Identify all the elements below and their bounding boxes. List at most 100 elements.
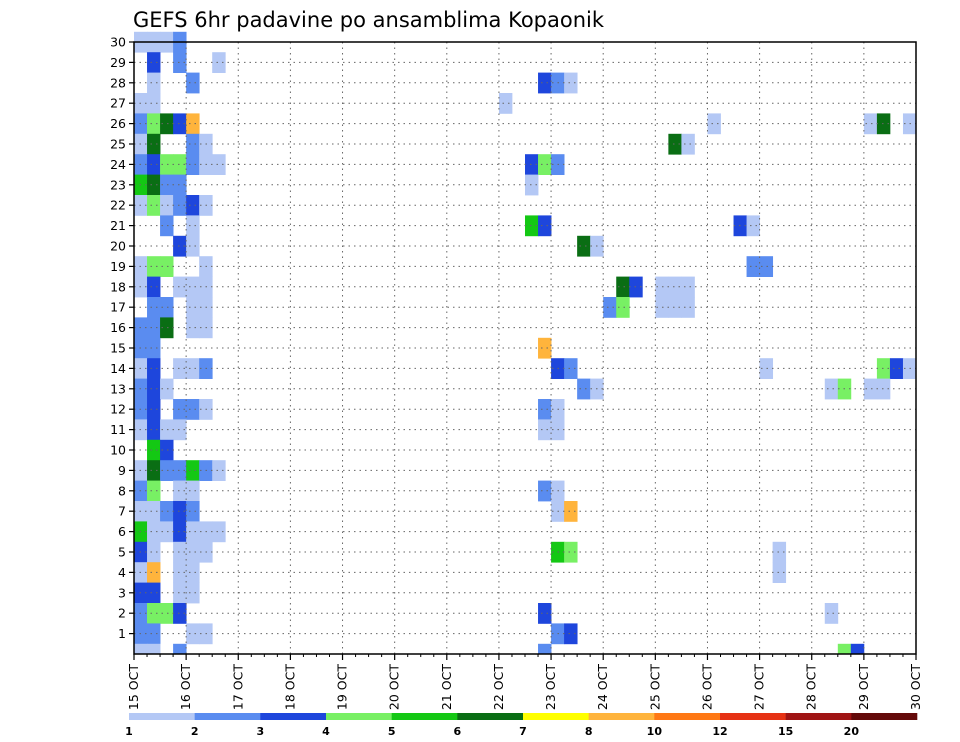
y-tick-label: 12: [110, 402, 126, 417]
heatmap-cell: [173, 358, 187, 379]
y-tick-label: 28: [110, 75, 126, 90]
colorbar-label: 10: [647, 725, 663, 738]
heatmap-cell: [173, 521, 187, 543]
y-tick-label: 20: [110, 239, 126, 254]
y-tick-label: 19: [110, 259, 126, 274]
x-tick-label: 29 OCT: [856, 664, 871, 710]
heatmap-cell: [173, 480, 187, 502]
heatmap-cell: [160, 501, 174, 522]
heatmap-cell: [147, 399, 161, 420]
heatmap-cell: [759, 358, 774, 379]
heatmap-cell: [212, 154, 226, 175]
heatmap-cell: [173, 501, 187, 522]
heatmap-cell: [186, 113, 200, 135]
heatmap-cell: [525, 215, 539, 237]
grid-lines: [134, 42, 916, 654]
heatmap-cell: [863, 378, 878, 400]
y-tick-label: 7: [118, 504, 126, 519]
heatmap-cell: [147, 582, 161, 604]
heatmap-cell: [186, 317, 200, 339]
y-tick-label: 1: [118, 626, 126, 641]
axis-ticks: [129, 41, 917, 660]
heatmap-cell: [186, 541, 200, 563]
heatmap-cell: [147, 439, 161, 461]
heatmap-cell: [147, 480, 161, 502]
heatmap-cell: [186, 133, 200, 155]
heatmap-cell: [824, 378, 839, 400]
heatmap-cell: [160, 113, 174, 135]
heatmap-cell: [824, 603, 839, 624]
x-tick-label: 26 OCT: [699, 664, 714, 710]
x-tick-label: 25 OCT: [647, 664, 662, 710]
heatmap-cell: [212, 52, 226, 73]
heatmap-cell: [147, 93, 161, 114]
y-tick-label: 8: [118, 483, 126, 498]
y-tick-label: 16: [110, 320, 126, 335]
heatmap-cell: [173, 643, 187, 655]
heatmap-cell: [186, 154, 200, 175]
heatmap-cell: [160, 439, 174, 461]
heatmap-cell: [147, 52, 161, 73]
x-tick-label: 21 OCT: [439, 664, 454, 710]
heatmap-cell: [186, 297, 200, 318]
heatmap-cell: [876, 358, 891, 379]
heatmap-cell: [186, 562, 200, 583]
heatmap-cell: [564, 358, 578, 379]
heatmap-cell: [147, 276, 161, 298]
heatmap-cell: [186, 501, 200, 522]
heatmap-cell: [538, 643, 552, 655]
heatmap-cell: [147, 358, 161, 379]
heatmap-cell: [746, 256, 760, 277]
y-tick-label: 2: [118, 606, 126, 621]
heatmap-cell: [538, 72, 552, 94]
colorbar-swatch: [523, 713, 589, 720]
heatmap-cell: [173, 460, 187, 481]
colorbar-swatch: [785, 713, 852, 720]
heatmap-cell: [668, 297, 682, 318]
heatmap-cell: [707, 113, 721, 135]
heatmap-cell: [147, 297, 161, 318]
colorbar-label: 3: [257, 725, 265, 738]
heatmap-cell: [147, 603, 161, 624]
heatmap-cell: [186, 235, 200, 257]
heatmap-cell: [681, 276, 695, 298]
heatmap-cell: [538, 419, 552, 441]
heatmap-cell: [186, 582, 200, 604]
heatmap-cell: [772, 541, 787, 563]
heatmap-cell: [668, 133, 682, 155]
heatmap-cell: [147, 460, 161, 481]
heatmap-cell: [863, 113, 878, 135]
heatmap-cell: [525, 154, 539, 175]
heatmap-cell: [577, 378, 591, 400]
heatmap-cell: [173, 52, 187, 73]
heatmap-cell: [212, 460, 226, 481]
y-tick-label: 25: [110, 137, 126, 152]
colorbar-label: 20: [844, 725, 860, 738]
colorbar-label: 6: [454, 725, 462, 738]
heatmap-cell: [538, 603, 552, 624]
heatmap-cell: [186, 623, 200, 645]
heatmap-cell: [603, 297, 617, 318]
heatmap-cell: [876, 113, 891, 135]
heatmap-cell: [147, 174, 161, 196]
colorbar-label: 8: [585, 725, 593, 738]
y-tick-label: 4: [118, 565, 126, 580]
x-tick-label: 20 OCT: [387, 664, 402, 710]
y-tick-label: 6: [118, 524, 126, 539]
heatmap-cell: [772, 562, 787, 583]
colorbar-label: 4: [322, 725, 330, 738]
heatmap-cell: [173, 562, 187, 583]
heatmap-cell: [876, 378, 891, 400]
heatmap-cell: [147, 623, 161, 645]
colorbar-swatch: [654, 713, 721, 720]
colorbar-swatch: [391, 713, 458, 720]
heatmap-cell: [160, 603, 174, 624]
y-tick-label: 27: [110, 96, 126, 111]
heatmap-cell: [173, 276, 187, 298]
y-tick-label: 29: [110, 55, 126, 70]
colorbar-swatch: [194, 713, 261, 720]
heatmap-cell: [538, 399, 552, 420]
colorbar-swatch: [851, 713, 918, 720]
heatmap-cell: [498, 93, 513, 114]
x-tick-label: 28 OCT: [804, 664, 819, 710]
